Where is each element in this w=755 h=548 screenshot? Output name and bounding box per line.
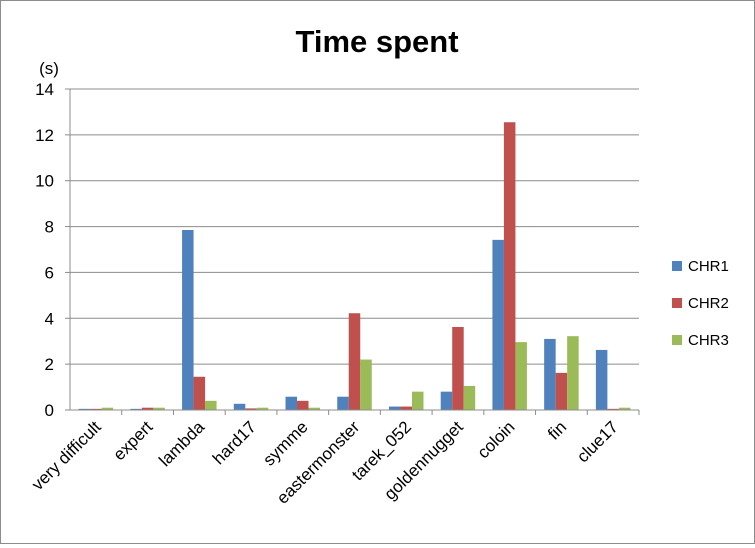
bar-chr1-fin — [544, 338, 556, 410]
bar-chr2-tarek-052 — [400, 406, 412, 410]
y-tick-label: 0 — [45, 401, 54, 420]
bar-chr1-very-difficult — [78, 408, 91, 410]
x-tick-label: symme — [259, 417, 311, 469]
gridlines — [70, 88, 639, 365]
legend-swatch-chr3 — [672, 335, 682, 345]
bar-chr1-lambda — [182, 230, 194, 410]
legend: CHR1 CHR2 CHR3 — [672, 258, 729, 349]
bar-chr2-eastermonster — [348, 313, 361, 410]
legend-label-chr3: CHR3 — [688, 332, 729, 349]
bar-chr1-hard17 — [233, 403, 246, 410]
bar-chr3-symme — [308, 407, 321, 410]
x-tick-label: very difficult — [28, 417, 105, 494]
bar-chr2-symme — [297, 400, 309, 410]
bar-chr1-coloin — [492, 239, 504, 410]
bar-chr2-expert — [141, 407, 154, 410]
bar-chr3-hard17 — [256, 407, 269, 410]
bar-chr2-lambda — [193, 376, 206, 410]
x-tick-label: lambda — [155, 417, 208, 470]
bar-chr3-expert — [153, 407, 165, 410]
bar-chr2-goldennugget — [452, 326, 464, 410]
legend-swatch-chr2 — [672, 298, 682, 308]
bar-chr2-coloin — [503, 122, 516, 410]
bar-chr1-expert — [130, 408, 142, 410]
y-tick-label: 6 — [45, 263, 54, 282]
bar-chr3-tarek-052 — [411, 391, 424, 410]
y-tick-label: 12 — [35, 126, 54, 145]
bar-chr2-very-difficult — [90, 408, 102, 410]
x-tick-label: coloin — [474, 417, 519, 462]
chart-title: Time spent — [295, 24, 458, 59]
bar-chr3-clue17 — [618, 407, 631, 410]
bar-chr1-tarek-052 — [388, 406, 401, 410]
legend-swatch-chr1 — [672, 261, 682, 271]
y-tick-label: 2 — [45, 355, 54, 374]
bar-chr2-clue17 — [607, 408, 619, 410]
bar-chr1-eastermonster — [337, 396, 349, 410]
bar-chr3-very-difficult — [101, 407, 114, 410]
bar-chr1-symme — [285, 396, 298, 410]
legend-label-chr2: CHR2 — [688, 295, 729, 312]
bar-chr3-coloin — [515, 342, 527, 410]
y-tick-label: 8 — [45, 218, 54, 237]
bars — [78, 122, 631, 410]
bar-chr3-eastermonster — [360, 359, 372, 410]
x-tick-label: fin — [544, 417, 570, 443]
bar-chr2-fin — [555, 372, 568, 410]
x-tick-label: hard17 — [209, 417, 260, 468]
legend-label-chr1: CHR1 — [688, 258, 729, 275]
y-tick-label: 14 — [35, 80, 54, 99]
bar-chr2-hard17 — [245, 408, 257, 410]
y-tick-label: 10 — [35, 172, 54, 191]
bar-chr1-clue17 — [595, 349, 608, 410]
x-tick-label: expert — [110, 417, 157, 464]
bar-chr1-goldennugget — [440, 391, 453, 410]
y-axis-unit-label: (s) — [39, 59, 59, 78]
bar-chr3-fin — [567, 336, 579, 410]
bar-chr3-lambda — [205, 400, 217, 410]
bar-chr3-goldennugget — [463, 385, 476, 410]
x-tick-label: clue17 — [573, 417, 622, 466]
y-tick-label: 4 — [45, 309, 54, 328]
